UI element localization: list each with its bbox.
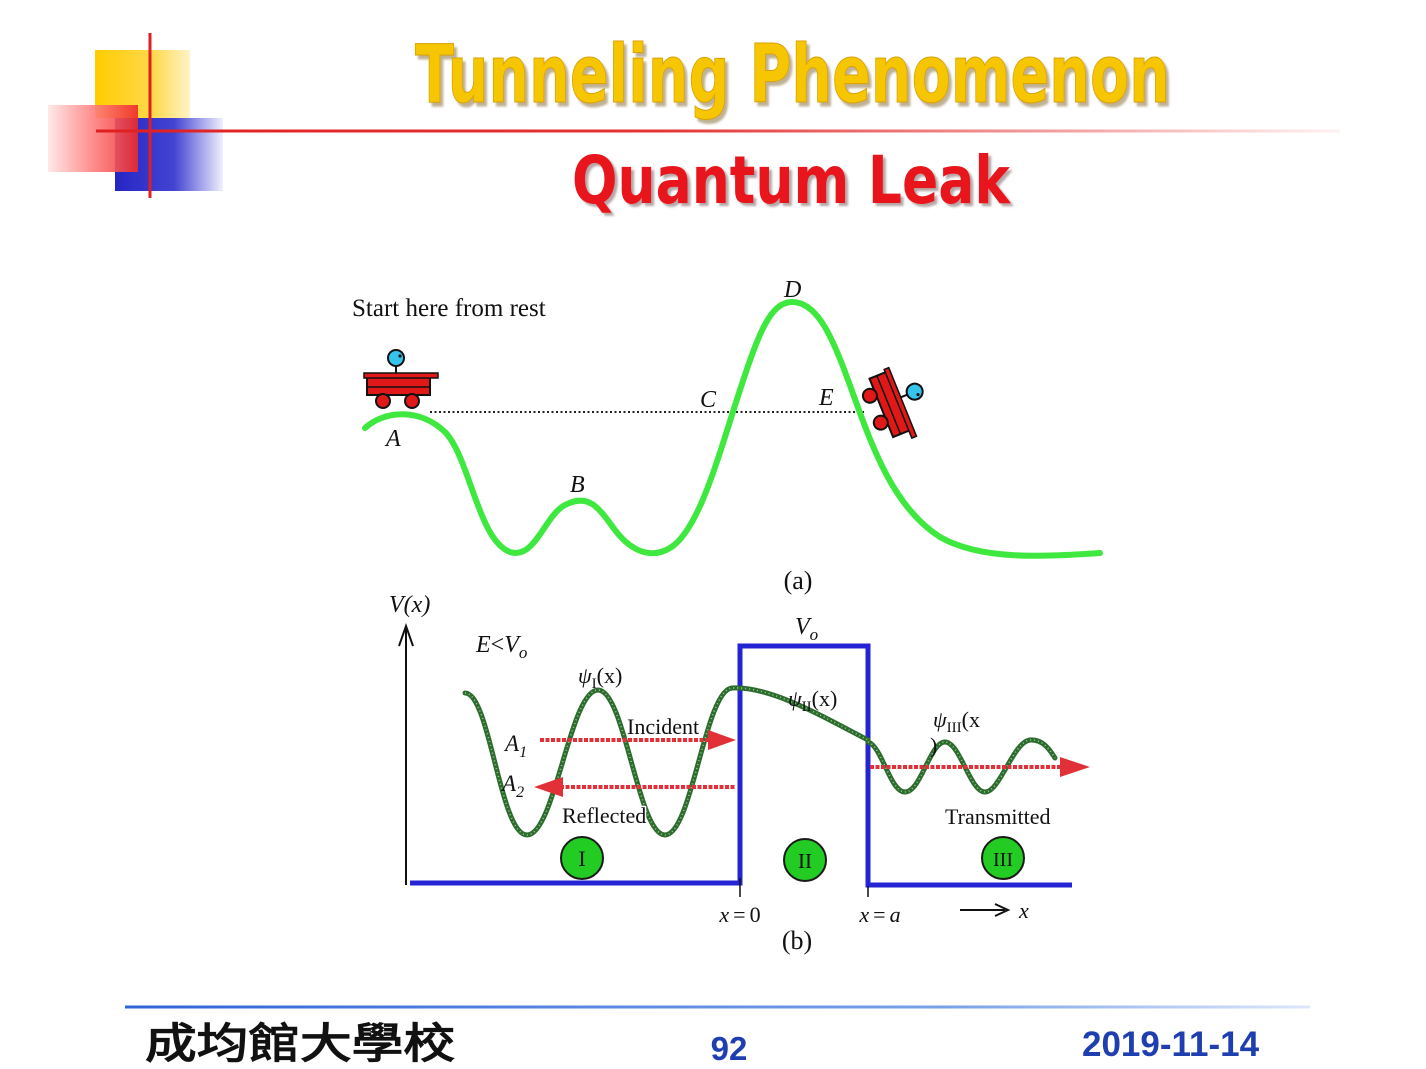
cart-rim bbox=[883, 366, 918, 440]
psi-symbol: ψ bbox=[933, 707, 947, 732]
amplitude-a2-label: A2 bbox=[500, 771, 524, 801]
barrier-symbol: V bbox=[795, 614, 812, 640]
x-axis-label: x bbox=[1018, 898, 1029, 923]
psi-2-label: ψII(x) bbox=[788, 686, 837, 715]
energy-symbol: E bbox=[475, 632, 491, 658]
boundary-eq: = bbox=[733, 902, 745, 927]
arrow-right-icon bbox=[994, 903, 1011, 917]
transmitted-arrow bbox=[870, 757, 1090, 777]
y-axis-label: V(x) bbox=[389, 592, 430, 618]
roller-cart-icon bbox=[861, 366, 924, 440]
rider-eye bbox=[916, 393, 920, 397]
point-label-a: A bbox=[384, 426, 401, 452]
roller-cart-icon bbox=[363, 349, 439, 409]
diagram-b: V(x) E<Vo Vo Incident Refle bbox=[389, 592, 1090, 955]
region-badge-label: III bbox=[993, 849, 1013, 871]
psi-symbol: ψ bbox=[578, 663, 592, 688]
psi-3-closing-paren: ) bbox=[930, 733, 937, 758]
cart-wheel bbox=[872, 414, 889, 431]
diagram-a: Start here from rest A B C bbox=[352, 277, 1103, 595]
page-number: 92 bbox=[711, 1030, 748, 1067]
caption-a: (a) bbox=[784, 566, 813, 595]
psi-subscript: I bbox=[592, 676, 597, 692]
region-badge-2: II bbox=[783, 838, 827, 882]
region-badge-circle bbox=[981, 836, 1025, 880]
y-axis-symbol: V bbox=[389, 592, 406, 618]
incident-label: Incident bbox=[627, 714, 699, 739]
slide-footer: 成均館大學校 92 2019-11-14 bbox=[125, 1005, 1310, 1068]
arrow-up-icon bbox=[398, 622, 414, 647]
institution-name: 成均館大學校 bbox=[145, 1019, 455, 1068]
cart-wheel bbox=[375, 393, 391, 409]
wavefunction-texture bbox=[867, 739, 1056, 793]
potential-barrier-line bbox=[410, 643, 1072, 888]
red-accent-square bbox=[48, 105, 138, 172]
boundary-val: a bbox=[890, 902, 901, 927]
boundary-label-x0: x = 0 bbox=[718, 902, 760, 927]
red-accent-vertical-line bbox=[148, 33, 152, 198]
reflected-arrow bbox=[534, 777, 735, 797]
rider-eye bbox=[398, 354, 402, 358]
region-badge-1: I bbox=[560, 836, 604, 880]
point-label-c: C bbox=[700, 387, 717, 413]
footer-rule bbox=[125, 1005, 1310, 1009]
point-label-e: E bbox=[818, 385, 834, 411]
boundary-eq: = bbox=[873, 902, 885, 927]
psi-3-label: ψIII(x bbox=[933, 707, 980, 736]
point-label-b: B bbox=[570, 472, 585, 498]
region-badge-label: II bbox=[798, 849, 812, 873]
cart-stripe bbox=[876, 375, 902, 435]
arrow-right-icon bbox=[1060, 757, 1090, 777]
potential-symbol: V bbox=[504, 632, 521, 658]
slide-title: Tunneling Phenomenon bbox=[415, 28, 1170, 121]
transmitted-label: Transmitted bbox=[945, 804, 1051, 829]
cart-wheel bbox=[404, 393, 420, 409]
barrier-height-label: Vo bbox=[795, 614, 818, 644]
psi-arg: (x) bbox=[812, 686, 838, 711]
title-rule bbox=[96, 129, 1340, 133]
incident-arrow bbox=[540, 730, 736, 750]
track-curve bbox=[362, 298, 1103, 559]
boundary-label-xa: x = a bbox=[858, 902, 900, 927]
amplitude-symbol: A bbox=[503, 731, 520, 756]
slide-decoration bbox=[48, 33, 1340, 198]
amplitude-a1-label: A1 bbox=[503, 731, 527, 761]
cart-body bbox=[366, 376, 431, 396]
potential-subscript: o bbox=[519, 643, 528, 662]
boundary-var: x bbox=[858, 902, 869, 927]
psi-subscript: II bbox=[802, 699, 812, 715]
region-badge-label: I bbox=[578, 846, 585, 871]
amplitude-symbol: A bbox=[500, 771, 517, 796]
rider-head bbox=[905, 382, 924, 401]
amplitude-subscript: 1 bbox=[519, 744, 527, 761]
region-badge-3: III bbox=[981, 836, 1025, 880]
wavefunction-regions-1-2 bbox=[462, 685, 871, 838]
y-axis-arg: (x) bbox=[404, 592, 431, 618]
slide-subtitle: Quantum Leak bbox=[572, 142, 1012, 219]
relation-symbol: < bbox=[491, 632, 505, 658]
psi-arg: (x) bbox=[597, 663, 623, 688]
start-note: Start here from rest bbox=[352, 295, 546, 322]
arrow-right-icon bbox=[708, 730, 736, 750]
amplitude-subscript: 2 bbox=[516, 784, 524, 801]
psi-1-label: ψI(x) bbox=[578, 663, 622, 692]
arrow-left-icon bbox=[534, 777, 563, 797]
psi-arg: (x bbox=[962, 707, 980, 732]
psi-symbol: ψ bbox=[788, 686, 802, 711]
region-badge-circle bbox=[560, 836, 604, 880]
slide-date: 2019-11-14 bbox=[1082, 1025, 1260, 1064]
barrier-subscript: o bbox=[810, 625, 819, 644]
rider-head bbox=[387, 349, 405, 367]
reflected-label: Reflected bbox=[562, 803, 646, 828]
point-label-d: D bbox=[783, 277, 801, 303]
caption-b: (b) bbox=[782, 926, 812, 955]
boundary-var: x bbox=[718, 902, 729, 927]
psi-subscript: III bbox=[947, 720, 962, 736]
energy-condition-label: E<Vo bbox=[475, 632, 527, 662]
boundary-val: 0 bbox=[750, 902, 761, 927]
cart-rim bbox=[363, 372, 439, 379]
region-badge-circle bbox=[783, 838, 827, 882]
cart-wheel bbox=[861, 387, 878, 404]
